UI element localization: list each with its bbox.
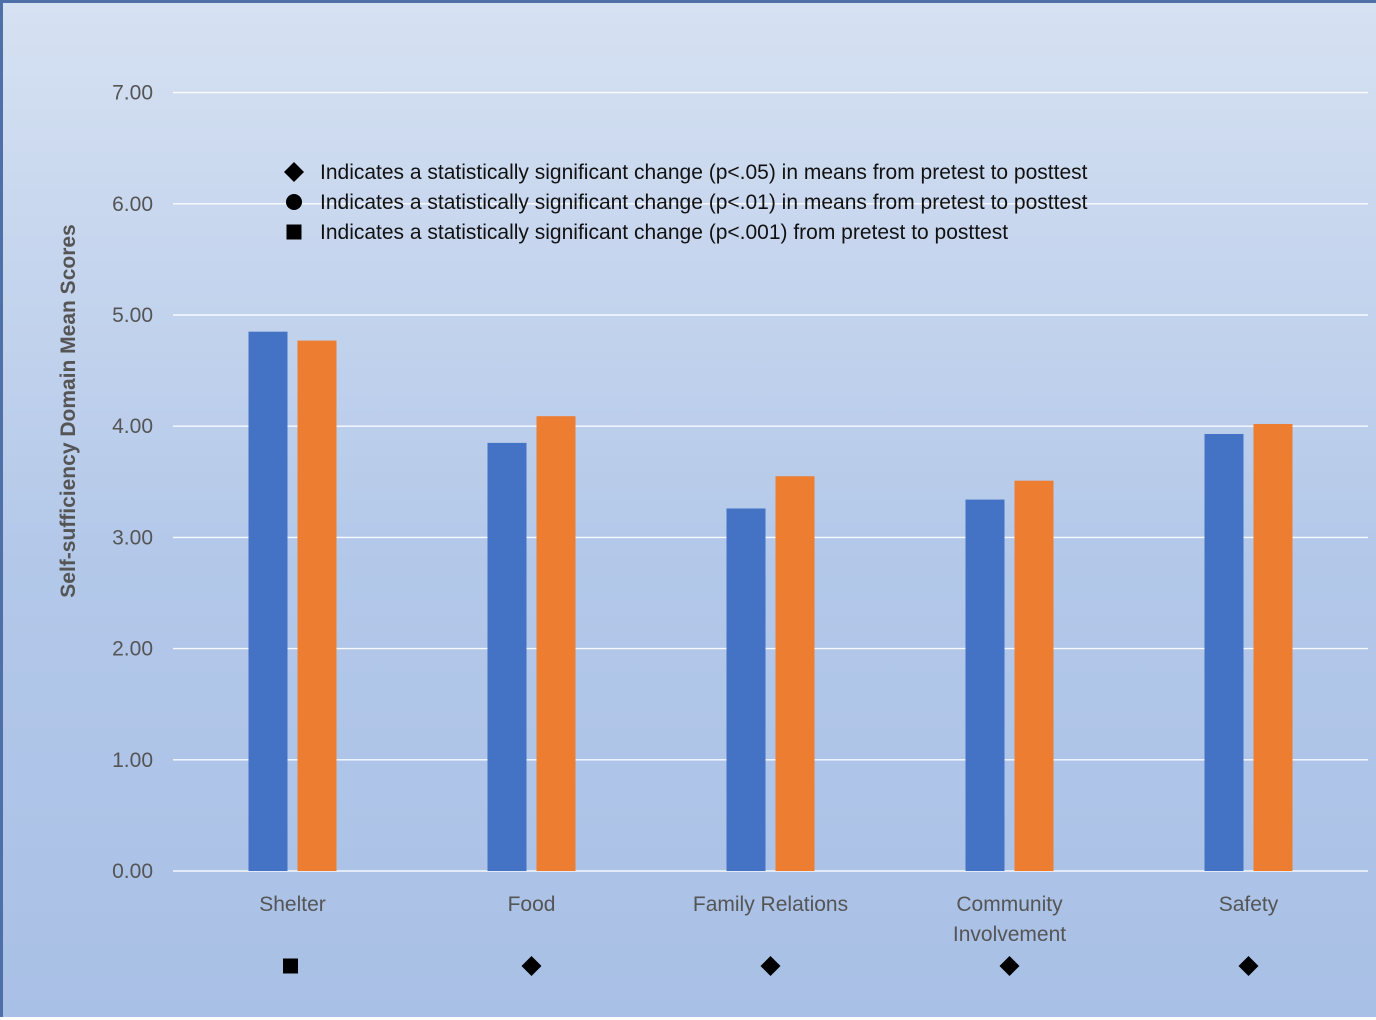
significance-marker-diamond [761, 956, 781, 976]
square-icon [287, 225, 302, 240]
y-tick-label: 0.00 [112, 860, 153, 883]
bars [249, 332, 1293, 871]
bar-chart: 0.00 1.00 2.00 3.00 4.00 5.00 6.00 7.00 Self-su… [3, 3, 1376, 1020]
diamond-icon [284, 162, 304, 182]
x-tick-label: Shelter [259, 893, 326, 916]
x-tick-label: Safety [1219, 893, 1279, 916]
y-tick-label: 6.00 [112, 193, 153, 216]
significance-legend: Indicates a statistically significant ch… [284, 161, 1088, 244]
y-axis-label: Self-sufficiency Domain Mean Scores [57, 224, 80, 597]
x-tick-label: Family Relations [693, 893, 848, 916]
significance-marker-diamond [522, 956, 542, 976]
significance-marker-square [283, 959, 298, 974]
y-tick-label: 2.00 [112, 638, 153, 661]
bar-series1-shelter [249, 332, 288, 871]
significance-note: Indicates a statistically significant ch… [320, 191, 1088, 214]
bar-series1-community-involvement [966, 500, 1005, 871]
y-tick-label: 4.00 [112, 415, 153, 438]
bar-series2-community-involvement [1015, 481, 1054, 871]
bar-series2-family-relations [776, 476, 815, 871]
significance-markers [283, 956, 1259, 976]
bar-series2-shelter [298, 341, 337, 871]
bar-series1-food [488, 443, 527, 871]
significance-marker-diamond [1239, 956, 1259, 976]
bar-series1-family-relations [727, 508, 766, 871]
significance-note: Indicates a statistically significant ch… [320, 161, 1088, 184]
circle-icon [286, 194, 302, 210]
bar-series2-safety [1254, 424, 1293, 871]
x-tick-label: Food [508, 893, 556, 916]
y-tick-label: 7.00 [112, 82, 153, 105]
significance-marker-diamond [1000, 956, 1020, 976]
x-tick-label: Community Involvement [953, 893, 1066, 946]
y-tick-label: 3.00 [112, 526, 153, 549]
y-axis-ticks: 0.00 1.00 2.00 3.00 4.00 5.00 6.00 7.00 [112, 82, 153, 883]
x-axis-ticks: Shelter Food Family Relations Community Invo… [259, 893, 1279, 946]
y-tick-label: 5.00 [112, 304, 153, 327]
significance-note: Indicates a statistically significant ch… [320, 221, 1008, 244]
y-tick-label: 1.00 [112, 749, 153, 772]
bar-series1-safety [1205, 434, 1244, 871]
bar-series2-food [537, 416, 576, 871]
